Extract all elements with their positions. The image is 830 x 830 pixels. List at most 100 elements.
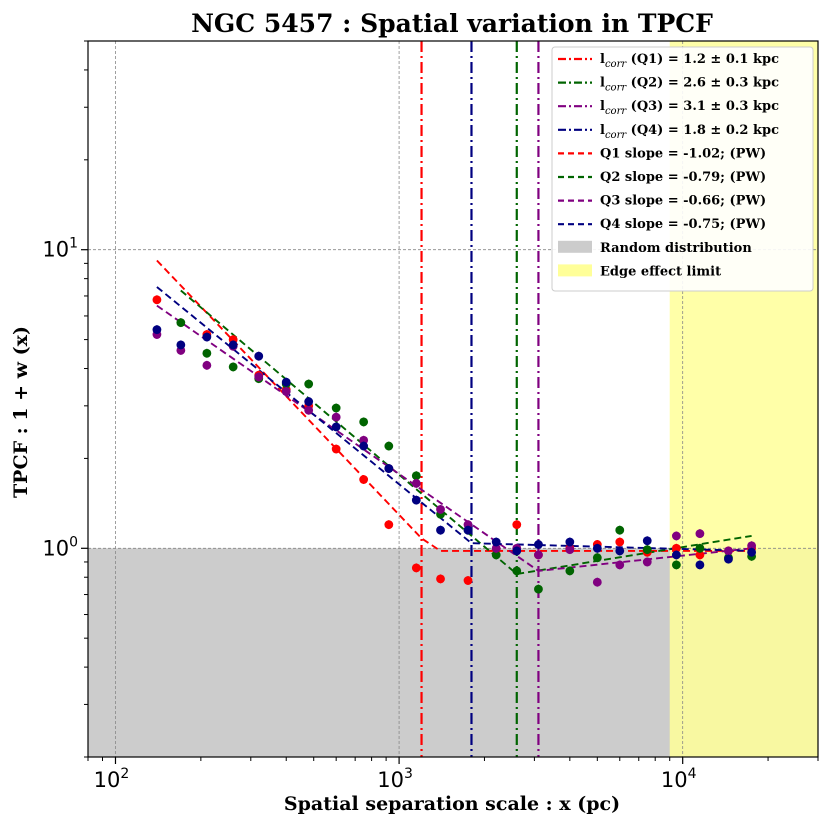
data-point: [695, 560, 705, 570]
legend-slope-label-q1: Q1 slope = -1.02; (PW): [600, 146, 766, 161]
legend-edge-swatch: [558, 264, 592, 277]
data-point: [411, 563, 421, 573]
data-point: [534, 540, 543, 549]
data-point: [202, 348, 212, 358]
data-point: [491, 537, 501, 547]
legend-lcorr-subscript: corr: [605, 130, 627, 141]
data-point: [642, 545, 652, 554]
data-point: [615, 546, 625, 556]
data-point: [436, 574, 445, 584]
y-tick-base: 10: [42, 238, 69, 262]
data-point: [747, 547, 757, 557]
data-point: [671, 543, 681, 553]
x-tick-exp: 2: [120, 766, 129, 782]
data-point: [436, 504, 445, 514]
data-point: [281, 387, 291, 396]
legend-lcorr-prefix: l: [600, 52, 605, 67]
legend-lcorr-value: (Q4) = 1.8 ± 0.2 kpc: [626, 123, 779, 138]
legend-lcorr-prefix: l: [600, 76, 605, 91]
data-point: [695, 543, 705, 553]
x-tick-base: 10: [661, 768, 688, 792]
data-point: [202, 360, 212, 370]
data-point: [491, 543, 501, 553]
data-point: [152, 295, 162, 305]
series-points-q4: [152, 325, 757, 570]
x-tick-exp: 4: [688, 766, 697, 782]
x-tick-base: 10: [94, 768, 121, 792]
y-axis-label: TPCF : 1 + w (x): [10, 326, 32, 498]
x-tick-label: 102: [94, 766, 130, 792]
legend-lcorr-label-q2: lcorr (Q2) = 2.6 ± 0.3 kpc: [600, 76, 779, 94]
data-point: [176, 340, 186, 350]
legend-lcorr-label-q3: lcorr (Q3) = 3.1 ± 0.3 kpc: [600, 99, 779, 117]
data-point: [695, 550, 705, 560]
data-point: [695, 529, 705, 538]
legend-edge-label: Edge effect limit: [600, 264, 721, 279]
data-point: [642, 536, 652, 546]
legend-slope-label-q3: Q3 slope = -0.66; (PW): [600, 194, 766, 209]
fit-line-q4: [156, 286, 752, 552]
data-point: [491, 550, 501, 560]
data-point: [228, 362, 238, 372]
legend-box: [551, 46, 814, 292]
data-point: [436, 525, 445, 535]
data-point: [411, 471, 421, 481]
data-point: [304, 397, 314, 406]
data-point: [642, 557, 652, 567]
data-point: [254, 372, 264, 382]
data-point: [671, 560, 681, 570]
data-point: [304, 379, 314, 389]
legend-lcorr-subscript: corr: [605, 106, 627, 117]
x-tick-exp: 3: [404, 766, 413, 782]
legend-lcorr-subscript: corr: [605, 59, 627, 70]
data-point: [411, 478, 421, 488]
series-layer: [152, 41, 757, 757]
data-point: [512, 566, 522, 576]
legend-lcorr-value: (Q2) = 2.6 ± 0.3 kpc: [626, 76, 779, 91]
data-point: [202, 332, 212, 342]
data-point: [592, 543, 602, 553]
x-tick-label: 104: [661, 766, 697, 792]
data-point: [565, 545, 575, 554]
y-tick-exp: 1: [69, 236, 78, 252]
data-point: [281, 377, 291, 387]
y-tick-exp: 0: [69, 534, 78, 550]
data-point: [615, 525, 625, 535]
data-point: [565, 566, 575, 576]
data-point: [724, 554, 733, 564]
chart-title: NGC 5457 : Spatial variation in TPCF: [191, 9, 713, 38]
data-point: [671, 531, 681, 541]
legend-lcorr-subscript: corr: [605, 83, 627, 94]
legend-slope-label-q2: Q2 slope = -0.79; (PW): [600, 170, 766, 185]
data-point: [359, 441, 369, 451]
legend-lcorr-value: (Q1) = 1.2 ± 0.1 kpc: [626, 52, 779, 67]
legend-lcorr-prefix: l: [600, 123, 605, 138]
x-tick-label: 103: [377, 766, 413, 792]
legend-lcorr-label-q1: lcorr (Q1) = 1.2 ± 0.1 kpc: [600, 52, 779, 70]
x-axis-label: Spatial separation scale : x (pc): [284, 793, 620, 815]
data-point: [359, 475, 369, 484]
legend-slope-label-q4: Q4 slope = -0.75; (PW): [600, 217, 766, 232]
data-point: [615, 537, 625, 547]
data-point: [592, 577, 602, 587]
data-point: [463, 525, 473, 535]
legend-random-label: Random distribution: [600, 241, 752, 256]
legend-lcorr-value: (Q3) = 3.1 ± 0.3 kpc: [626, 99, 779, 114]
fit-line-q1: [156, 259, 752, 552]
data-point: [331, 422, 341, 432]
data-point: [176, 318, 186, 327]
data-point: [152, 325, 162, 335]
data-point: [411, 495, 421, 505]
data-point: [463, 576, 473, 585]
data-point: [592, 553, 602, 563]
data-point: [512, 546, 522, 556]
data-point: [331, 444, 341, 454]
y-tick-label: 100: [42, 534, 78, 560]
data-point: [534, 584, 543, 594]
data-point: [331, 403, 341, 413]
data-point: [359, 417, 369, 427]
axes-frame: [87, 40, 819, 758]
